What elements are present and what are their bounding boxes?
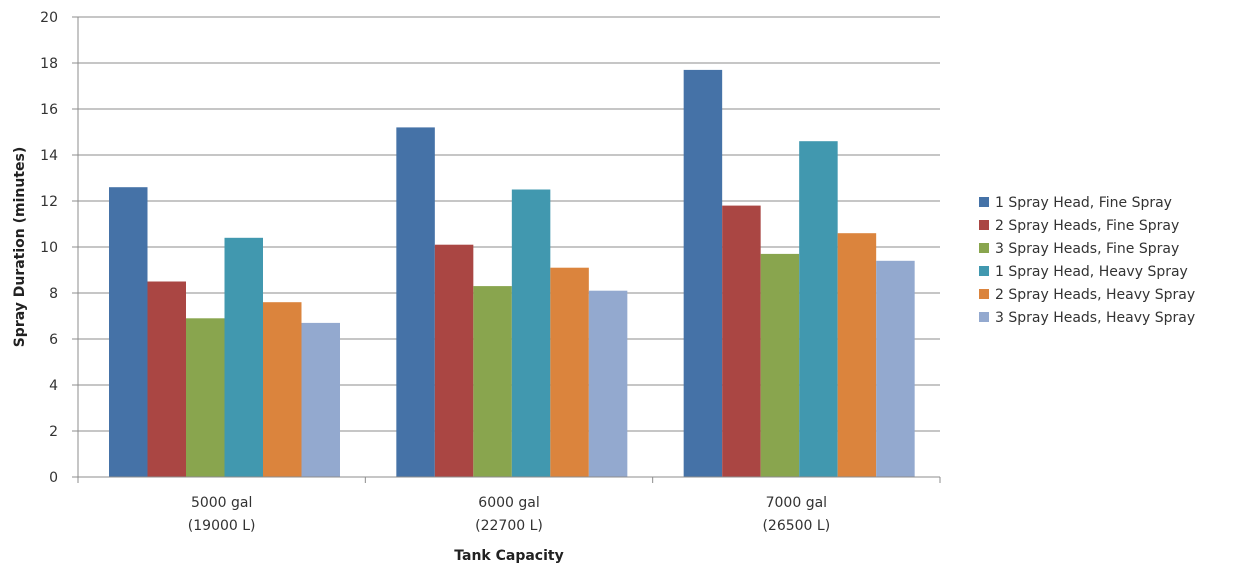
y-tick-label: 20 <box>40 10 58 26</box>
bar <box>683 69 723 478</box>
y-tick-label: 16 <box>40 102 58 118</box>
bar <box>147 281 186 477</box>
bar <box>301 322 340 477</box>
x-axis-title: Tank Capacity <box>454 548 563 563</box>
x-tick-label: 7000 gal <box>766 495 827 511</box>
bar <box>396 127 435 478</box>
y-tick-label: 10 <box>40 240 58 256</box>
legend-item: 3 Spray Heads, Fine Spray <box>979 241 1179 257</box>
x-tick-label: (19000 L) <box>188 518 256 534</box>
legend-item: 1 Spray Head, Heavy Spray <box>979 264 1188 280</box>
x-tick-label: 6000 gal <box>478 495 539 511</box>
legend-item: 2 Spray Heads, Fine Spray <box>979 218 1179 234</box>
bars <box>109 69 915 478</box>
y-tick-label: 18 <box>40 56 58 72</box>
bar <box>109 187 148 477</box>
legend-label: 1 Spray Head, Heavy Spray <box>995 264 1188 280</box>
bar <box>263 302 302 477</box>
y-tick-label: 4 <box>49 378 58 394</box>
legend-label: 3 Spray Heads, Heavy Spray <box>995 310 1195 326</box>
legend-label: 3 Spray Heads, Fine Spray <box>995 241 1179 257</box>
bar <box>511 189 551 477</box>
legend-swatch <box>979 197 989 207</box>
legend-label: 1 Spray Head, Fine Spray <box>995 195 1172 211</box>
bar <box>876 260 915 477</box>
y-tick-label: 14 <box>40 148 58 164</box>
legend-swatch <box>979 243 989 253</box>
bar <box>434 244 474 477</box>
y-axis-title: Spray Duration (minutes) <box>12 147 28 348</box>
bar <box>722 205 761 477</box>
bar <box>550 267 589 477</box>
axes <box>72 16 941 483</box>
legend-swatch <box>979 312 989 322</box>
x-tick-label: (22700 L) <box>475 518 543 534</box>
y-tick-label: 2 <box>49 424 58 440</box>
legend-label: 2 Spray Heads, Heavy Spray <box>995 287 1195 303</box>
y-tick-label: 12 <box>40 194 58 210</box>
x-tick-labels: 5000 gal (19000 L) 6000 gal (22700 L) 7000 g… <box>188 495 830 534</box>
x-tick-label: 5000 gal <box>191 495 252 511</box>
bar <box>473 286 512 477</box>
legend-item: 3 Spray Heads, Heavy Spray <box>979 310 1195 326</box>
bar <box>799 141 838 477</box>
legend: 1 Spray Head, Fine Spray 2 Spray Heads, F… <box>979 195 1195 326</box>
bar <box>186 318 225 477</box>
bar <box>760 253 800 477</box>
y-tick-label: 0 <box>49 470 58 486</box>
bar <box>837 233 877 477</box>
legend-swatch <box>979 220 989 230</box>
bar <box>224 237 263 477</box>
legend-label: 2 Spray Heads, Fine Spray <box>995 218 1179 234</box>
y-tick-label: 6 <box>49 332 58 348</box>
y-tick-label: 8 <box>49 286 58 302</box>
bar <box>588 290 628 477</box>
legend-swatch <box>979 266 989 276</box>
legend-item: 1 Spray Head, Fine Spray <box>979 195 1172 211</box>
y-tick-labels: 0 2 4 6 8 10 12 14 16 18 20 <box>40 10 58 486</box>
legend-item: 2 Spray Heads, Heavy Spray <box>979 287 1195 303</box>
legend-swatch <box>979 289 989 299</box>
x-tick-label: (26500 L) <box>762 518 830 534</box>
